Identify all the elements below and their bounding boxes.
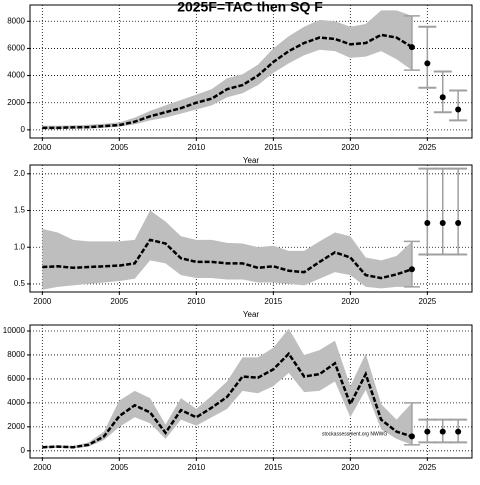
forecast-point [424, 219, 431, 226]
x-tick-label: 2010 [187, 463, 205, 472]
x-tick-label: 2005 [110, 297, 128, 306]
x-axis-label: Year [243, 310, 260, 319]
x-axis-label: Year [243, 156, 260, 165]
y-tick-label: 0 [21, 446, 26, 455]
annotation: stockassessment.org NWWG [322, 431, 387, 437]
forecast-point [424, 60, 431, 67]
plot-border [29, 164, 473, 293]
confidence-band [42, 328, 412, 449]
point [408, 44, 415, 51]
y-tick-label: 10000 [3, 326, 26, 335]
confidence-band [42, 10, 412, 130]
y-tick-label: 2000 [7, 98, 25, 107]
y-tick-label: 4000 [7, 71, 25, 80]
y-tick-label: 6000 [7, 374, 25, 383]
x-tick-label: 2000 [33, 463, 51, 472]
y-tick-label: 0.5 [14, 279, 26, 288]
x-tick-label: 2010 [187, 143, 205, 152]
median-line [42, 238, 413, 280]
forecast-point [439, 219, 446, 226]
point [408, 266, 415, 273]
x-tick-label: 2015 [264, 297, 282, 306]
y-tick-label: 0 [21, 125, 26, 134]
y-tick-label: 2.0 [14, 169, 26, 178]
plot-border [29, 324, 473, 459]
y-tick-label: 1.0 [14, 242, 26, 251]
forecast-point [455, 106, 462, 113]
x-tick-label: 2025 [418, 463, 436, 472]
y-tick-label: 1.5 [14, 206, 26, 215]
y-tick-label: 8000 [7, 350, 25, 359]
x-tick-label: 2000 [33, 143, 51, 152]
y-tick-label: 2000 [7, 422, 25, 431]
y-tick-label: 4000 [7, 398, 25, 407]
x-tick-label: 2020 [341, 297, 359, 306]
x-tick-label: 2025 [418, 297, 436, 306]
x-tick-label: 2000 [33, 297, 51, 306]
x-tick-label: 2010 [187, 297, 205, 306]
forecast-point [439, 428, 446, 435]
median-line [42, 33, 413, 130]
x-tick-label: 2005 [110, 143, 128, 152]
confidence-band [42, 210, 412, 290]
x-tick-label: 2015 [264, 143, 282, 152]
point [408, 433, 415, 440]
y-tick-label: 6000 [7, 44, 25, 53]
x-tick-label: 2005 [110, 463, 128, 472]
x-tick-label: 2015 [264, 463, 282, 472]
forecast-point [424, 428, 431, 435]
x-tick-label: 2020 [341, 143, 359, 152]
y-tick-label: 8000 [7, 16, 25, 25]
chart-title: 2025F=TAC then SQ F [177, 0, 323, 15]
x-tick-label: 2020 [341, 463, 359, 472]
median-line [42, 351, 413, 449]
plot-border [29, 4, 473, 139]
forecast-point [455, 219, 462, 226]
forecast-point [439, 94, 446, 101]
x-tick-label: 2025 [418, 143, 436, 152]
forecast-point [455, 428, 462, 435]
